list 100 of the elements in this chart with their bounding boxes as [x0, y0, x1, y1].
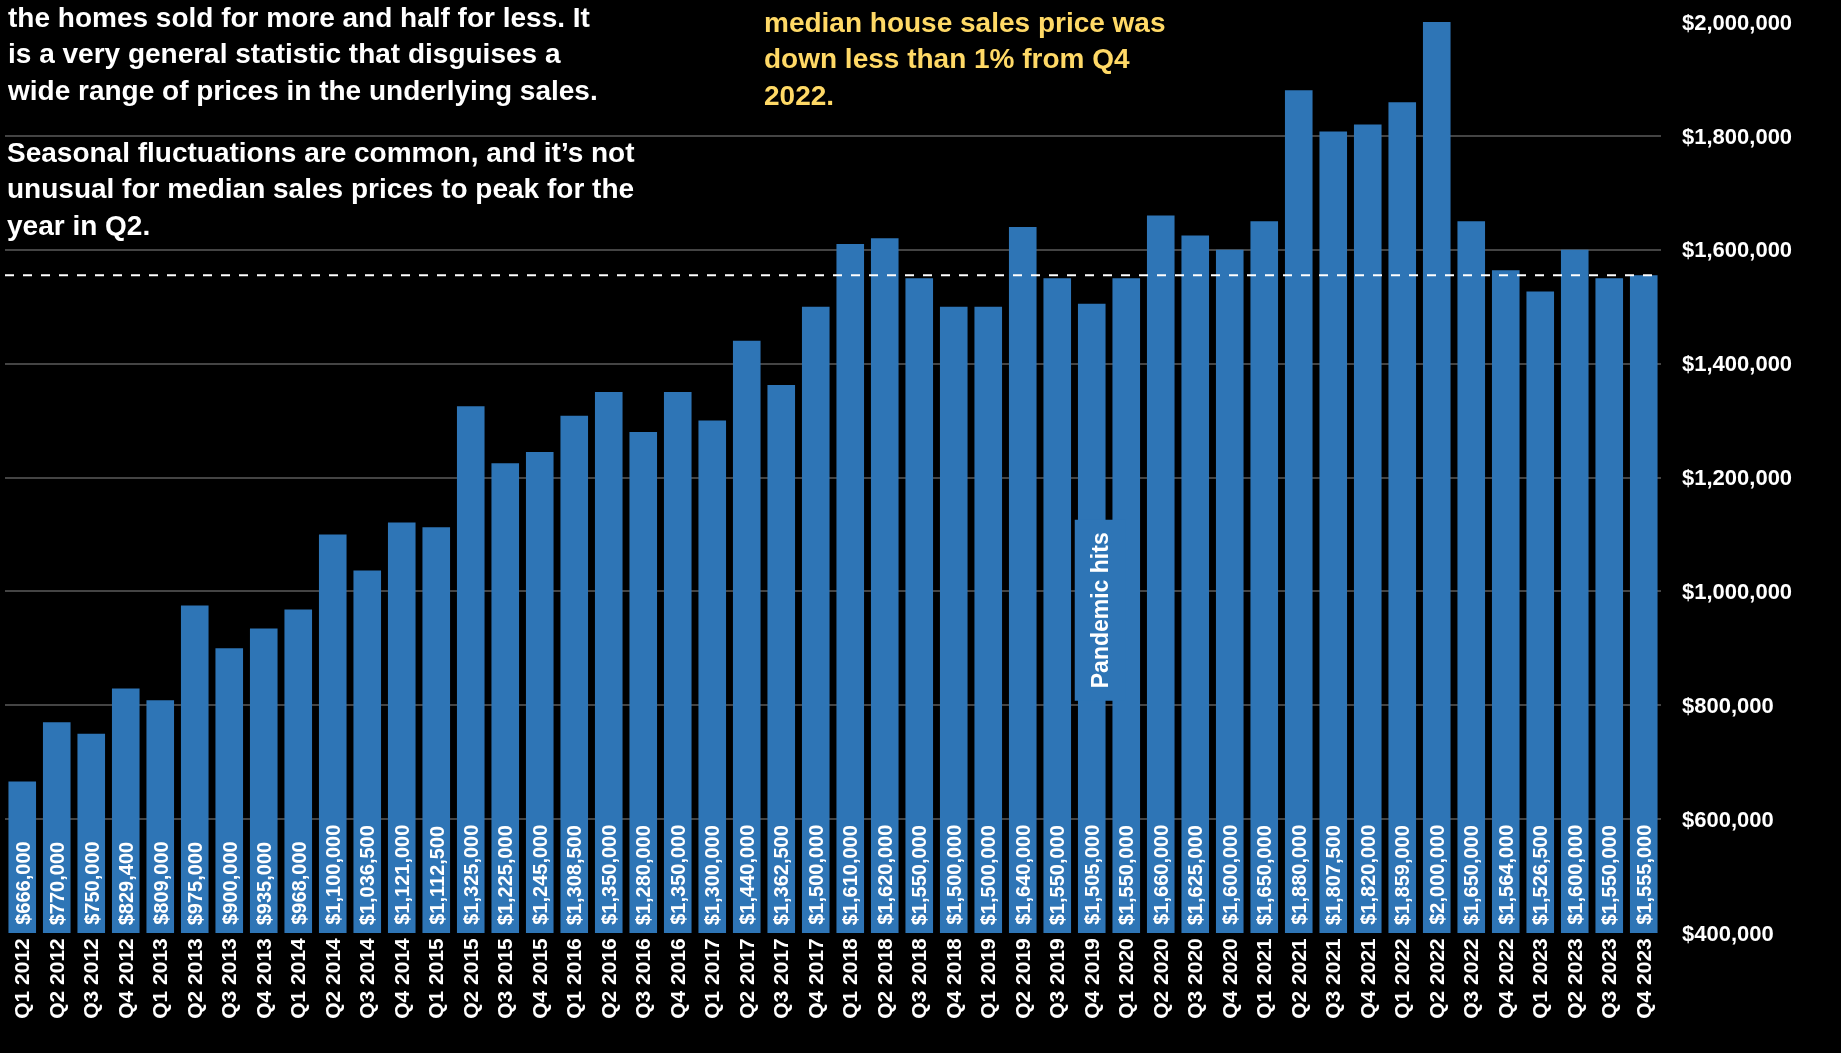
- data-label: $770,000: [46, 841, 69, 926]
- x-tick-label: Q2 2019: [1010, 938, 1034, 1019]
- x-tick-label: Q4 2019: [1079, 938, 1103, 1019]
- x-tick-label: Q4 2016: [665, 938, 689, 1019]
- x-tick-label: Q3 2015: [493, 937, 517, 1019]
- data-label: $2,000,000: [1425, 824, 1448, 925]
- data-label: $1,245,000: [528, 824, 551, 925]
- data-label: $1,620,000: [873, 824, 896, 925]
- x-tick-label: Q4 2021: [1355, 937, 1379, 1019]
- data-label: $1,308,500: [563, 825, 586, 926]
- x-tick-label: Q2 2022: [1424, 938, 1448, 1019]
- data-label: $1,112,500: [425, 825, 448, 925]
- data-label: $1,859,000: [1391, 825, 1414, 926]
- x-tick-label: Q1 2016: [562, 938, 586, 1019]
- data-label: $1,500,000: [804, 824, 827, 925]
- data-label: $750,000: [80, 841, 103, 925]
- data-label: $1,660,000: [1149, 824, 1172, 925]
- x-tick-label: Q1 2018: [838, 937, 862, 1019]
- x-tick-label: Q3 2023: [1597, 938, 1621, 1019]
- data-label: $1,550,000: [1115, 825, 1138, 926]
- y-tick-label: $1,800,000: [1682, 123, 1793, 149]
- x-tick-label: Q3 2014: [355, 937, 379, 1019]
- x-tick-label: Q2 2020: [1148, 938, 1172, 1019]
- data-label: $1,300,000: [701, 825, 724, 926]
- data-label: $1,505,000: [1080, 824, 1103, 925]
- data-label: $968,000: [287, 841, 310, 925]
- x-tick-label: Q1 2019: [976, 938, 1000, 1019]
- x-tick-label: Q2 2023: [1562, 938, 1586, 1019]
- x-tick-label: Q3 2016: [631, 938, 655, 1019]
- x-tick-label: Q2 2018: [872, 937, 896, 1019]
- data-label: $1,600,000: [1563, 824, 1586, 925]
- x-tick-label: Q1 2017: [700, 938, 724, 1019]
- y-tick-label: $1,000,000: [1682, 579, 1793, 605]
- x-tick-label: Q1 2021: [1252, 937, 1276, 1019]
- data-label: $1,325,000: [459, 824, 482, 925]
- data-label: $1,880,000: [1287, 824, 1310, 925]
- x-tick-label: Q4 2014: [389, 937, 413, 1019]
- data-label: $1,550,000: [1046, 825, 1069, 926]
- data-label: $1,650,000: [1460, 825, 1483, 926]
- data-label: $666,000: [11, 841, 34, 925]
- x-tick-label: Q3 2019: [1045, 938, 1069, 1019]
- x-tick-label: Q2 2012: [44, 938, 68, 1019]
- data-label: $1,550,000: [908, 825, 931, 926]
- data-label: $1,350,000: [597, 824, 620, 925]
- x-tick-label: Q2 2021: [1286, 937, 1310, 1019]
- x-tick-label: Q4 2018: [941, 937, 965, 1019]
- data-label: $829,400: [115, 841, 138, 926]
- annotation: Seasonal fluctuations are common, and it’s not unusual for median sales prices to peak for the year in Q2.: [7, 137, 635, 241]
- x-tick-label: Q3 2021: [1321, 937, 1345, 1019]
- data-label: $1,610,000: [839, 825, 862, 926]
- data-label: $1,625,000: [1184, 825, 1207, 926]
- x-tick-label: Q2 2015: [458, 937, 482, 1019]
- x-tick-label: Q3 2018: [907, 937, 931, 1019]
- data-label: $1,564,000: [1494, 824, 1517, 925]
- data-label: $1,121,000: [390, 824, 413, 925]
- y-tick-label: $800,000: [1682, 692, 1774, 718]
- x-tick-label: Q3 2022: [1459, 938, 1483, 1019]
- x-tick-label: Q1 2014: [286, 937, 310, 1019]
- data-label: $1,225,000: [494, 825, 517, 926]
- x-tick-label: Q2 2013: [182, 938, 206, 1019]
- data-label: $975,000: [184, 841, 207, 926]
- data-label: $1,640,000: [1011, 824, 1034, 925]
- y-tick-label: $400,000: [1682, 920, 1774, 946]
- y-tick-label: $1,600,000: [1682, 237, 1793, 263]
- y-tick-label: $1,200,000: [1682, 465, 1793, 491]
- x-tick-label: Q1 2012: [10, 938, 34, 1019]
- x-tick-label: Q3 2012: [79, 938, 103, 1019]
- x-tick-label: Q4 2015: [527, 937, 551, 1019]
- y-tick-label: $1,400,000: [1682, 351, 1793, 377]
- x-tick-label: Q1 2022: [1390, 938, 1414, 1019]
- annotation: the homes sold for more and half for less. It is a very general statistic that disguises a wide range of prices in the underlying sales.: [7, 2, 598, 106]
- x-tick-label: Q3 2020: [1183, 938, 1207, 1019]
- data-label: $1,600,000: [1218, 824, 1241, 925]
- x-tick-label: Q3 2013: [217, 938, 241, 1019]
- data-label: $1,500,000: [942, 824, 965, 925]
- data-label: $1,555,000: [1632, 824, 1655, 925]
- x-tick-label: Q3 2017: [769, 938, 793, 1019]
- x-tick-label: Q2 2017: [734, 938, 758, 1019]
- data-label: $1,526,500: [1529, 825, 1552, 926]
- data-label: $1,036,500: [356, 825, 379, 926]
- y-tick-label: $600,000: [1682, 806, 1774, 832]
- x-tick-label: Q1 2023: [1528, 938, 1552, 1019]
- x-tick-label: Q2 2016: [596, 938, 620, 1019]
- data-label: $1,820,000: [1356, 824, 1379, 925]
- x-tick-label: Q4 2020: [1217, 938, 1241, 1019]
- x-tick-label: Q2 2014: [320, 937, 344, 1019]
- data-label: $809,000: [149, 841, 172, 925]
- x-tick-label: Q1 2020: [1114, 938, 1138, 1019]
- data-label: $935,000: [253, 841, 276, 926]
- x-tick-label: Q1 2013: [148, 938, 172, 1019]
- x-tick-label: Q4 2017: [803, 938, 827, 1019]
- data-label: $900,000: [218, 841, 241, 925]
- data-label: $1,350,000: [666, 824, 689, 925]
- x-tick-label: Q4 2022: [1493, 938, 1517, 1019]
- data-label: $1,362,500: [770, 825, 793, 926]
- data-label: $1,500,000: [977, 825, 1000, 926]
- x-tick-label: Q4 2013: [251, 938, 275, 1019]
- y-tick-label: $2,000,000: [1682, 9, 1793, 35]
- x-tick-label: Q4 2023: [1631, 938, 1655, 1019]
- data-label: $1,807,500: [1322, 825, 1345, 926]
